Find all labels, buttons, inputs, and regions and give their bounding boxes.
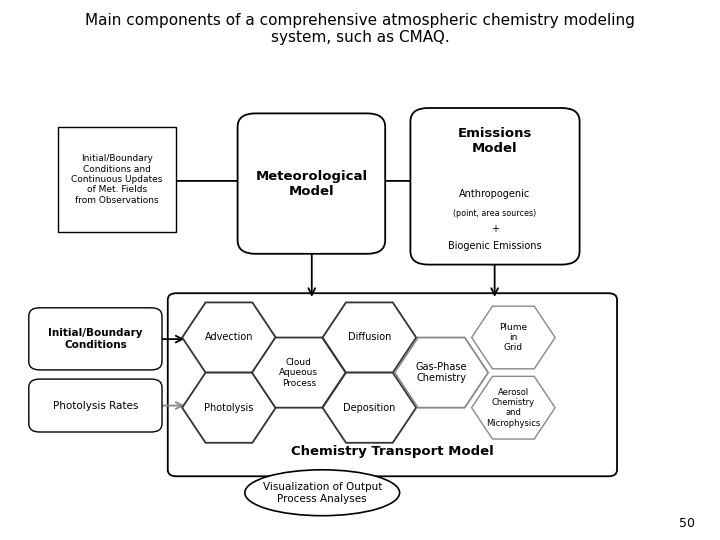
Polygon shape bbox=[323, 373, 416, 443]
Ellipse shape bbox=[245, 470, 400, 516]
Polygon shape bbox=[472, 306, 555, 369]
FancyBboxPatch shape bbox=[58, 127, 176, 232]
Text: Deposition: Deposition bbox=[343, 403, 395, 413]
FancyBboxPatch shape bbox=[410, 108, 580, 265]
Text: Plume
in
Grid: Plume in Grid bbox=[499, 322, 528, 353]
Polygon shape bbox=[182, 373, 276, 443]
Text: Photolysis Rates: Photolysis Rates bbox=[53, 401, 138, 410]
FancyBboxPatch shape bbox=[29, 308, 162, 370]
Text: system, such as CMAQ.: system, such as CMAQ. bbox=[271, 30, 449, 45]
Text: Meteorological
Model: Meteorological Model bbox=[256, 170, 367, 198]
Text: Chemistry Transport Model: Chemistry Transport Model bbox=[291, 445, 494, 458]
Text: Emissions
Model: Emissions Model bbox=[458, 127, 532, 155]
Polygon shape bbox=[252, 338, 346, 408]
Text: Visualization of Output
Process Analyses: Visualization of Output Process Analyses bbox=[263, 482, 382, 503]
Text: Main components of a comprehensive atmospheric chemistry modeling: Main components of a comprehensive atmos… bbox=[85, 14, 635, 29]
Text: Initial/Boundary
Conditions: Initial/Boundary Conditions bbox=[48, 328, 143, 350]
Text: Advection: Advection bbox=[204, 333, 253, 342]
Text: Cloud
Aqueous
Process: Cloud Aqueous Process bbox=[279, 357, 318, 388]
Polygon shape bbox=[182, 302, 276, 373]
Text: Initial/Boundary
Conditions and
Continuous Updates
of Met. Fields
from Observati: Initial/Boundary Conditions and Continuo… bbox=[71, 154, 163, 205]
Text: Aerosol
Chemistry
and
Microphysics: Aerosol Chemistry and Microphysics bbox=[486, 388, 541, 428]
FancyBboxPatch shape bbox=[238, 113, 385, 254]
Text: Anthropogenic: Anthropogenic bbox=[459, 190, 531, 199]
Text: (point, area sources): (point, area sources) bbox=[454, 209, 536, 218]
FancyBboxPatch shape bbox=[168, 293, 617, 476]
Text: Gas-Phase
Chemistry: Gas-Phase Chemistry bbox=[415, 362, 467, 383]
Text: +: + bbox=[491, 225, 499, 234]
Polygon shape bbox=[323, 302, 416, 373]
FancyBboxPatch shape bbox=[29, 379, 162, 432]
Text: Photolysis: Photolysis bbox=[204, 403, 253, 413]
Polygon shape bbox=[472, 376, 555, 439]
Polygon shape bbox=[395, 338, 488, 408]
Text: 50: 50 bbox=[679, 517, 695, 530]
Text: Diffusion: Diffusion bbox=[348, 333, 391, 342]
Text: Biogenic Emissions: Biogenic Emissions bbox=[448, 241, 542, 251]
